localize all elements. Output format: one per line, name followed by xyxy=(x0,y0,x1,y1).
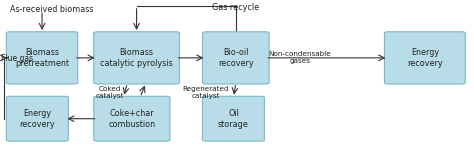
FancyBboxPatch shape xyxy=(202,96,264,141)
Text: Energy
recovery: Energy recovery xyxy=(19,109,55,129)
Text: Regenerated
catalyst: Regenerated catalyst xyxy=(182,86,229,99)
Text: Oil
storage: Oil storage xyxy=(218,109,249,129)
Text: Coke+char
combustion: Coke+char combustion xyxy=(108,109,155,129)
Text: Gas recycle: Gas recycle xyxy=(212,3,259,12)
FancyBboxPatch shape xyxy=(94,32,179,84)
FancyBboxPatch shape xyxy=(384,32,465,84)
Text: Biomass
pretreatment: Biomass pretreatment xyxy=(15,48,69,68)
Text: Coked
catalyst: Coked catalyst xyxy=(95,86,124,99)
FancyBboxPatch shape xyxy=(202,32,269,84)
Text: Bio-oil
recovery: Bio-oil recovery xyxy=(218,48,254,68)
Text: As-received biomass: As-received biomass xyxy=(10,5,94,14)
Text: Energy
recovery: Energy recovery xyxy=(407,48,443,68)
FancyBboxPatch shape xyxy=(94,96,170,141)
Text: Non-condensable
gases: Non-condensable gases xyxy=(269,51,331,64)
Text: Flue gas: Flue gas xyxy=(1,54,33,63)
Text: Biomass
catalytic pyrolysis: Biomass catalytic pyrolysis xyxy=(100,48,173,68)
FancyBboxPatch shape xyxy=(6,96,68,141)
FancyBboxPatch shape xyxy=(6,32,78,84)
